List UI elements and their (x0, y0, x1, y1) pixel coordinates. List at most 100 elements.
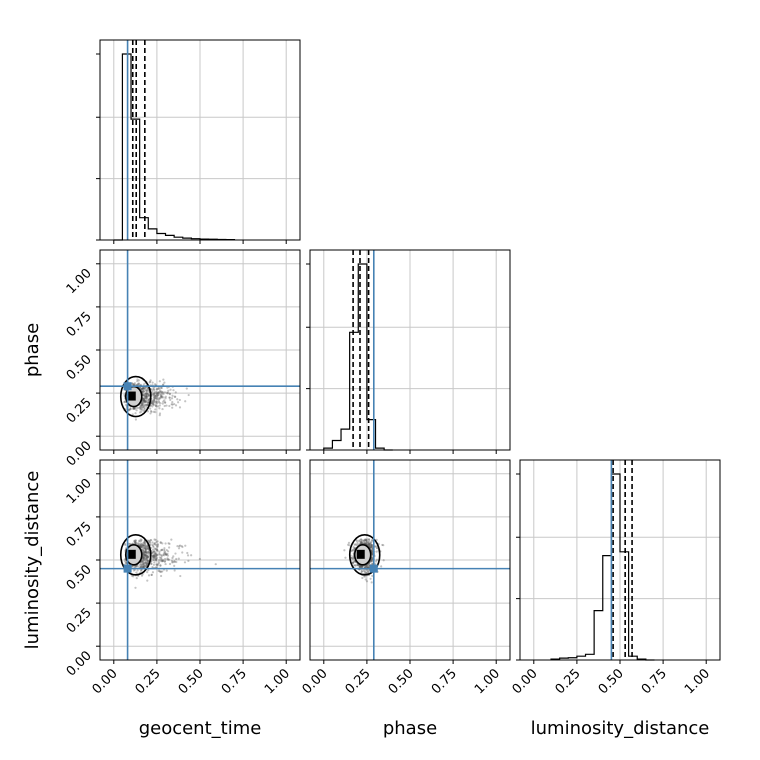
sample-point (140, 538, 143, 541)
sample-point (370, 545, 374, 548)
sample-point (142, 551, 145, 554)
sample-point (187, 559, 190, 562)
sample-point (152, 548, 155, 551)
sample-point (133, 540, 136, 543)
sample-point (162, 553, 165, 556)
sample-point (146, 403, 149, 406)
sample-point (145, 547, 148, 550)
sample-point (363, 542, 367, 545)
sample-point (365, 542, 368, 545)
truth-marker (123, 382, 132, 391)
sample-point (142, 390, 145, 393)
sample-point (142, 550, 145, 553)
sample-point (143, 387, 146, 391)
sample-point (369, 541, 373, 544)
sample-point (152, 410, 155, 413)
sample-point (137, 406, 140, 410)
sample-point (154, 400, 157, 403)
sample-point (137, 382, 140, 385)
sample-point (154, 552, 157, 555)
sample-point (151, 541, 154, 544)
sample-point (141, 565, 145, 569)
sample-point (135, 571, 138, 574)
sample-point (157, 387, 160, 390)
sample-point (155, 563, 159, 567)
sample-point (154, 404, 158, 408)
sample-point (179, 574, 182, 578)
sample-point (155, 543, 158, 547)
sample-point (139, 408, 142, 411)
sample-point (150, 562, 153, 565)
sample-point (142, 552, 145, 555)
sample-point (374, 562, 377, 565)
sample-point (367, 543, 370, 547)
sample-point (169, 398, 172, 402)
sample-point (142, 557, 145, 561)
sample-point (146, 554, 149, 558)
sample-point (157, 391, 160, 395)
density-peak (127, 549, 136, 559)
sample-point (144, 398, 148, 401)
sample-point (144, 388, 147, 392)
sample-point (160, 395, 163, 398)
sample-point (365, 539, 368, 543)
sample-point (155, 388, 158, 391)
sample-point (141, 403, 144, 406)
sample-point (141, 556, 144, 560)
sample-point (144, 549, 147, 552)
sample-point (140, 387, 143, 390)
sample-point (145, 391, 148, 394)
sample-point (356, 540, 359, 543)
sample-point (154, 408, 157, 411)
sample-point (154, 538, 157, 542)
sample-point (142, 550, 145, 553)
sample-point (143, 556, 146, 560)
sample-point (134, 586, 137, 589)
sample-point (370, 557, 374, 560)
sample-point (166, 558, 169, 561)
sample-point (360, 542, 363, 545)
sample-point (165, 391, 168, 394)
sample-point (137, 565, 140, 568)
sample-point (132, 407, 135, 411)
sample-point (354, 564, 357, 567)
sample-point (356, 542, 359, 545)
sample-point (171, 406, 174, 409)
sample-point (131, 382, 134, 385)
sample-point (362, 541, 365, 544)
sample-point (133, 382, 137, 385)
sample-point (158, 401, 161, 404)
sample-point (185, 387, 188, 390)
sample-point (359, 541, 363, 544)
sample-point (359, 540, 362, 543)
sample-point (145, 397, 149, 400)
sample-point (139, 407, 142, 410)
sample-point (152, 563, 156, 566)
sample-point (143, 387, 146, 390)
panels: 0.00 0.25 0.50 0.75 1.00 0.00 0.25 0.50 0.75 1.00… (64, 39, 721, 697)
sample-point (158, 556, 161, 559)
sample-point (142, 399, 146, 402)
sample-point (360, 538, 363, 541)
panel-geocent_time-vs-luminosity_distance (99, 459, 301, 661)
sample-point (360, 565, 363, 568)
sample-point (144, 403, 147, 406)
sample-point (143, 404, 147, 407)
y-tick-label-2: 0.50 (64, 352, 95, 383)
sample-point (147, 394, 150, 397)
sample-point (366, 565, 369, 568)
sample-point (163, 560, 166, 563)
sample-point (176, 398, 179, 401)
sample-point (123, 560, 127, 563)
sample-point (157, 391, 160, 394)
density-peak (356, 549, 365, 559)
sample-point (136, 378, 139, 381)
sample-point (367, 570, 370, 574)
sample-point (371, 545, 374, 548)
sample-point (143, 564, 146, 567)
sample-point (167, 558, 170, 561)
sample-point (139, 406, 142, 409)
sample-point (164, 401, 167, 404)
sample-point (136, 383, 139, 386)
sample-point (160, 395, 164, 398)
